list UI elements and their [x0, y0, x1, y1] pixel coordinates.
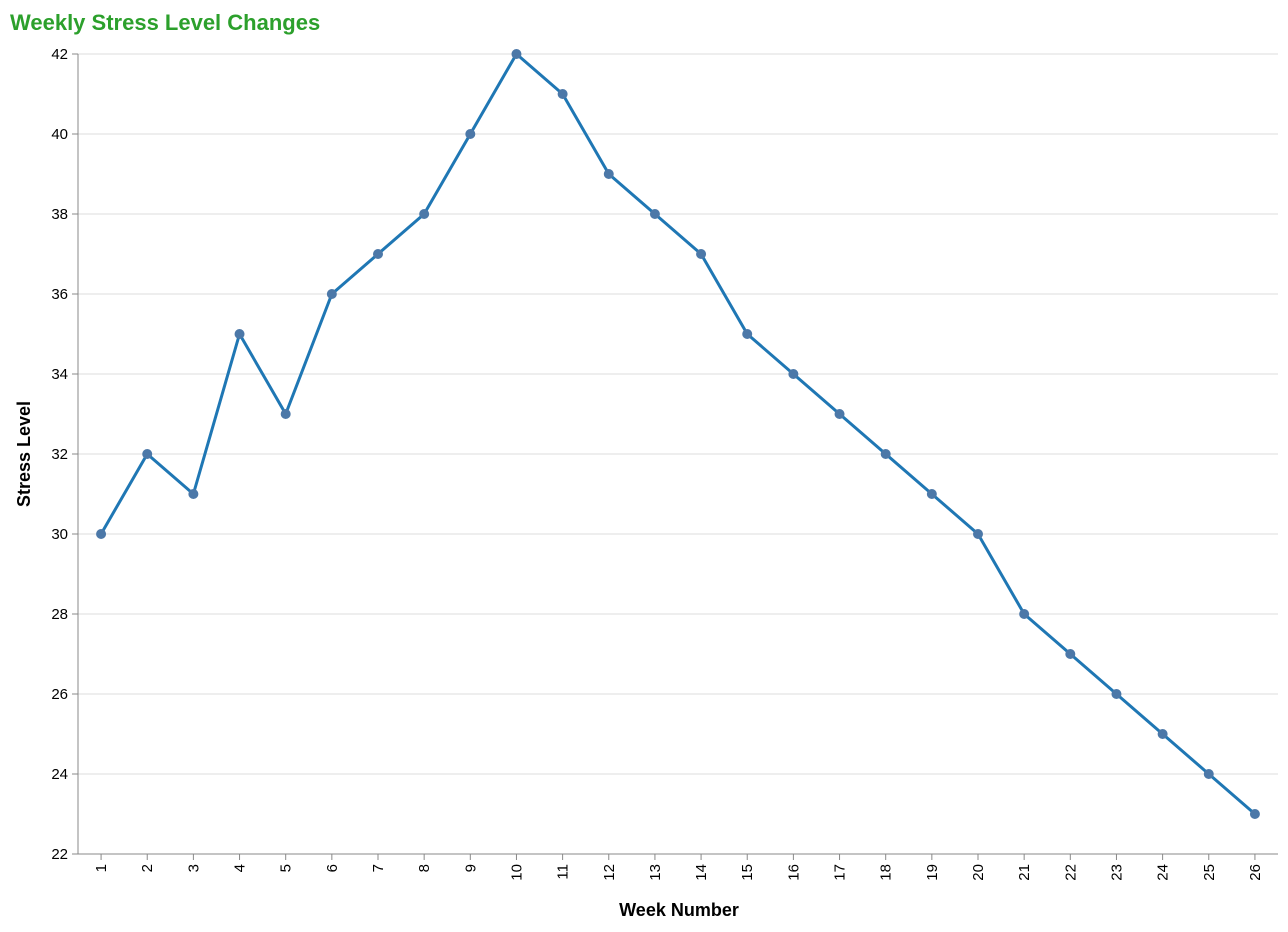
x-tick-label-11: 11: [555, 864, 572, 880]
data-point-week-21: [1019, 609, 1030, 619]
x-tick-label-2: 2: [139, 864, 156, 872]
data-point-week-16: [788, 369, 799, 379]
data-point-week-2: [142, 449, 153, 459]
x-tick-label-5: 5: [278, 864, 295, 872]
data-point-week-15: [742, 329, 753, 339]
x-tick-label-16: 16: [785, 864, 802, 881]
x-tick-label-20: 20: [970, 864, 987, 881]
data-point-week-4: [234, 329, 245, 339]
data-point-week-22: [1065, 649, 1076, 659]
x-tick-label-1: 1: [93, 864, 110, 872]
data-point-week-14: [696, 249, 707, 259]
data-point-week-26: [1249, 809, 1260, 819]
data-point-week-9: [465, 129, 476, 139]
y-tick-label-30: 30: [51, 526, 68, 543]
x-tick-label-10: 10: [508, 864, 525, 881]
data-point-week-12: [603, 169, 614, 179]
x-axis-ticks: 1 2 3 4 5 6 7 8 9 10 11 12 13 14 15 16 17 18 19 20 21 22 23 24 2…: [93, 854, 1264, 881]
y-tick-label-24: 24: [51, 766, 68, 783]
data-point-week-5: [280, 409, 291, 419]
gridlines: [78, 53, 1278, 855]
y-tick-label-38: 38: [51, 206, 68, 223]
x-tick-label-15: 15: [739, 864, 756, 881]
data-point-week-24: [1157, 729, 1168, 739]
y-tick-label-40: 40: [51, 126, 68, 143]
x-tick-label-26: 26: [1247, 864, 1264, 881]
data-point-week-10: [511, 49, 522, 59]
y-tick-label-32: 32: [51, 446, 68, 463]
y-axis-ticks: 22 24 26 28 30 32 34 36 38 40 42: [51, 46, 78, 863]
x-tick-label-22: 22: [1062, 864, 1079, 881]
y-tick-label-28: 28: [51, 606, 68, 623]
x-tick-label-18: 18: [878, 864, 895, 881]
data-point-week-19: [926, 489, 937, 499]
series-line-0: [99, 52, 1256, 816]
x-tick-label-8: 8: [416, 864, 433, 872]
x-tick-label-14: 14: [693, 864, 710, 881]
x-tick-label-9: 9: [462, 864, 479, 872]
y-tick-label-26: 26: [51, 686, 68, 703]
x-tick-label-13: 13: [647, 864, 664, 881]
data-point-week-3: [188, 489, 199, 499]
x-tick-label-12: 12: [601, 864, 618, 881]
x-tick-label-19: 19: [924, 864, 941, 881]
data-point-week-13: [649, 209, 660, 219]
x-tick-label-6: 6: [324, 864, 341, 872]
y-axis-title: Stress Level: [14, 401, 34, 507]
x-tick-label-25: 25: [1201, 864, 1218, 881]
data-point-week-1: [96, 529, 107, 539]
data-point-week-20: [973, 529, 983, 539]
x-tick-label-23: 23: [1108, 864, 1125, 881]
data-point-week-6: [326, 289, 337, 299]
data-point-week-23: [1111, 689, 1122, 699]
data-point-week-8: [419, 209, 430, 219]
series: [99, 52, 1256, 816]
y-tick-label-36: 36: [51, 286, 68, 303]
x-tick-label-4: 4: [232, 864, 249, 872]
x-axis-title: Week Number: [619, 900, 739, 920]
x-tick-label-7: 7: [370, 864, 387, 872]
x-tick-label-21: 21: [1016, 864, 1033, 881]
data-point-week-18: [880, 449, 891, 459]
data-point-week-17: [834, 409, 845, 419]
data-points: [96, 49, 1260, 819]
chart-title: Weekly Stress Level Changes: [10, 10, 320, 35]
x-tick-label-3: 3: [185, 864, 202, 872]
y-tick-label-22: 22: [51, 846, 68, 863]
data-point-week-7: [373, 249, 383, 259]
x-tick-label-24: 24: [1155, 864, 1172, 881]
data-point-week-25: [1203, 769, 1214, 779]
data-point-week-11: [557, 89, 568, 99]
y-tick-label-34: 34: [51, 366, 68, 383]
x-tick-label-17: 17: [832, 864, 849, 881]
y-tick-label-42: 42: [51, 46, 68, 63]
